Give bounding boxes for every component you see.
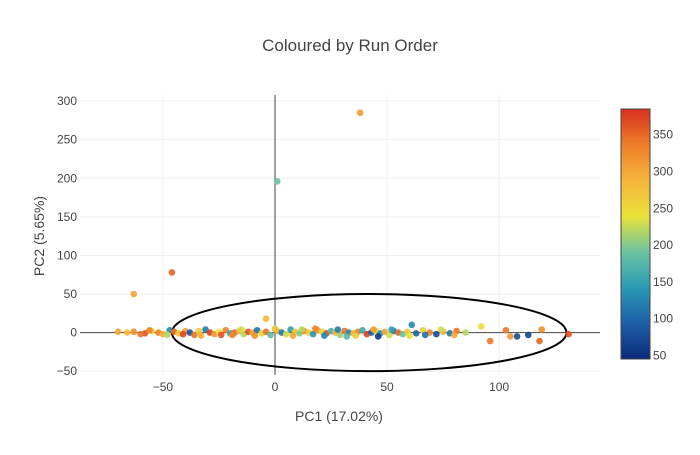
data-point [437, 326, 445, 333]
data-point [262, 315, 270, 322]
colorbar-tick-label: 150 [653, 275, 673, 289]
y-axis-label: PC2 (5.65%) [31, 196, 47, 276]
colorbar-tick-label: 100 [653, 312, 673, 326]
data-point [386, 331, 393, 339]
x-tick-label: −50 [153, 380, 174, 394]
data-point [565, 330, 572, 338]
data-point [536, 337, 543, 345]
colorbar-tick-label: 200 [653, 238, 673, 252]
x-tick-label: 100 [489, 380, 509, 394]
data-point [352, 332, 359, 339]
x-tick-label: 50 [380, 380, 394, 394]
data-point [179, 330, 187, 338]
data-points [114, 109, 572, 345]
colorbar-tick-label: 250 [653, 201, 673, 215]
data-point [146, 326, 153, 334]
y-tick-label: −50 [57, 364, 78, 378]
data-point [502, 326, 510, 334]
data-point [309, 330, 317, 338]
y-tick-label: 300 [57, 94, 77, 108]
data-point [408, 321, 416, 329]
data-point [273, 178, 281, 185]
data-point [343, 333, 351, 340]
data-point [421, 331, 429, 339]
data-point [359, 326, 366, 334]
data-point [298, 326, 306, 333]
data-point [168, 269, 176, 276]
data-point [356, 109, 364, 117]
data-point [334, 326, 342, 333]
tick-labels: −50 0 50 100 −50 0 50 100 150 200 250 300 [57, 94, 510, 394]
data-point [251, 332, 259, 339]
data-point [412, 330, 420, 337]
data-point [538, 326, 546, 333]
y-tick-label: 0 [70, 326, 77, 340]
data-point [462, 329, 469, 336]
data-point [433, 330, 440, 338]
y-tick-label: 100 [57, 248, 77, 262]
data-point [374, 333, 382, 340]
data-point [486, 337, 494, 345]
data-point [370, 326, 377, 333]
data-point [451, 331, 458, 339]
colorbar-tick-label: 350 [653, 128, 673, 142]
data-point [312, 325, 319, 333]
data-point [191, 331, 198, 339]
colorbar-tick-label: 50 [653, 348, 667, 362]
data-point [507, 333, 514, 340]
data-point [130, 328, 138, 336]
x-tick-label: 0 [272, 380, 279, 394]
chart-title: Coloured by Run Order [262, 36, 438, 55]
data-point [229, 331, 236, 339]
data-point [406, 332, 413, 339]
x-axis-label: PC1 (17.02%) [295, 408, 383, 424]
y-tick-label: 150 [57, 210, 77, 224]
data-point [477, 323, 485, 330]
data-point [123, 329, 131, 336]
data-point [238, 326, 245, 333]
data-point [164, 331, 171, 339]
data-point [271, 325, 279, 333]
data-point [513, 333, 521, 340]
data-point [114, 328, 122, 336]
y-tick-label: 50 [64, 287, 78, 301]
colorbar-gradient [620, 108, 651, 360]
y-tick-label: 200 [57, 171, 77, 185]
data-point [267, 331, 274, 339]
data-point [289, 332, 297, 339]
data-point [388, 326, 395, 333]
data-point [524, 331, 532, 339]
data-point [197, 332, 205, 339]
data-point [137, 330, 144, 338]
colorbar: 50 100 150 200 250 300 350 [620, 108, 673, 362]
y-tick-label: 250 [57, 133, 77, 147]
data-point [282, 330, 290, 338]
data-point [130, 290, 138, 298]
colorbar-tick-label: 300 [653, 165, 673, 179]
data-point [217, 331, 225, 339]
data-point [321, 332, 328, 339]
data-point [336, 331, 344, 339]
